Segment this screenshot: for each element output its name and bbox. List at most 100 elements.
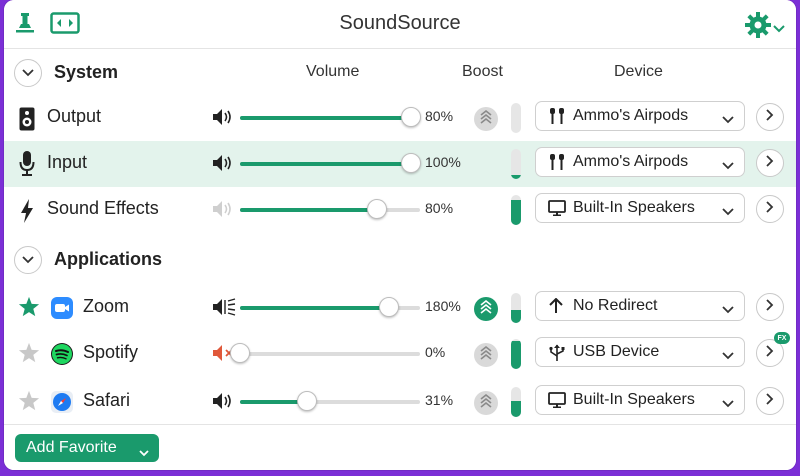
- gear-icon[interactable]: [744, 11, 772, 44]
- favorite-star-icon[interactable]: [18, 296, 40, 323]
- slider-knob[interactable]: [296, 391, 317, 411]
- system-row-input: Input 100% Ammo's Airpods: [4, 141, 796, 187]
- sound-effects-volume-slider[interactable]: [240, 199, 420, 219]
- add-favorite-button[interactable]: Add Favorite: [15, 434, 159, 462]
- app-row-spotify: Spotify 0% USB Device: [4, 331, 796, 377]
- output-more-button[interactable]: [756, 103, 784, 131]
- chevron-right-icon: [766, 154, 774, 172]
- airpods-icon: [548, 154, 566, 175]
- chevron-down-icon: [139, 444, 149, 462]
- volume-icon[interactable]: [211, 200, 235, 223]
- safari-level-meter: [511, 387, 521, 417]
- footer: Add Favorite: [4, 424, 796, 470]
- microphone-icon: [19, 151, 35, 182]
- sound-effects-device-select[interactable]: Built-In Speakers: [535, 193, 745, 223]
- device-column-header: Device: [614, 63, 663, 80]
- soundsource-window: SoundSource: [4, 0, 796, 470]
- slider-fill: [240, 116, 411, 120]
- chevron-down-icon: [722, 111, 734, 129]
- system-section-header: System Volume Boost Device: [4, 53, 796, 93]
- safari-more-button[interactable]: [756, 387, 784, 415]
- zoom-level-meter: [511, 293, 521, 323]
- slider-knob[interactable]: [379, 297, 400, 317]
- slider-fill: [240, 306, 390, 310]
- title-bar: SoundSource: [4, 0, 796, 49]
- slider-knob[interactable]: [401, 153, 421, 173]
- output-device-label: Ammo's Airpods: [573, 107, 689, 124]
- chevron-down-icon: [22, 64, 34, 82]
- slider-knob[interactable]: [401, 107, 421, 127]
- safari-boost-button[interactable]: [474, 391, 498, 415]
- pin-icon[interactable]: [15, 12, 35, 39]
- output-level-meter: [511, 103, 521, 133]
- volume-boosted-icon[interactable]: [211, 298, 237, 321]
- zoom-volume-slider[interactable]: [240, 297, 420, 317]
- boost-column-header: Boost: [462, 63, 503, 80]
- spotify-device-select[interactable]: USB Device: [535, 337, 745, 367]
- output-label: Output: [47, 106, 102, 126]
- chevron-down-icon[interactable]: [773, 20, 785, 38]
- slider-fill: [240, 208, 377, 212]
- boost-chevrons-icon: [480, 393, 492, 413]
- app-title: SoundSource: [339, 12, 461, 34]
- slider-knob[interactable]: [366, 199, 387, 219]
- system-row-sound-effects: Sound Effects 80% Built-In Speakers: [4, 187, 796, 233]
- chevron-down-icon: [722, 301, 734, 319]
- window-mode-icon[interactable]: [50, 12, 80, 39]
- zoom-device-select[interactable]: No Redirect: [535, 291, 745, 321]
- spotify-level-meter: [511, 339, 521, 369]
- meter-fill: [511, 309, 521, 323]
- safari-volume-percent: 31%: [425, 392, 454, 408]
- zoom-boost-button[interactable]: [474, 297, 498, 321]
- spotify-label: Spotify: [83, 342, 139, 362]
- slider-fill: [240, 400, 307, 404]
- input-volume-slider[interactable]: [240, 153, 421, 173]
- safari-device-label: Built-In Speakers: [573, 391, 695, 408]
- favorite-star-icon[interactable]: [18, 390, 40, 417]
- safari-volume-slider[interactable]: [240, 391, 420, 411]
- system-collapse-button[interactable]: [14, 59, 42, 87]
- input-more-button[interactable]: [756, 149, 784, 177]
- airpods-icon: [548, 108, 566, 129]
- boost-chevrons-icon: [480, 299, 492, 319]
- input-device-select[interactable]: Ammo's Airpods: [535, 147, 745, 177]
- fx-badge: FX: [774, 332, 790, 344]
- spotify-volume-slider[interactable]: [230, 343, 420, 363]
- sound-effects-volume-percent: 80%: [425, 200, 454, 216]
- sound-effects-more-button[interactable]: [756, 195, 784, 223]
- chevron-down-icon: [722, 203, 734, 221]
- chevron-right-icon: [766, 108, 774, 126]
- slider-knob[interactable]: [230, 343, 250, 363]
- applications-collapse-button[interactable]: [14, 246, 42, 274]
- favorite-star-icon[interactable]: [18, 342, 40, 369]
- output-boost-button[interactable]: [474, 107, 498, 131]
- meter-fill: [511, 174, 521, 179]
- meter-fill: [511, 400, 521, 417]
- chevron-right-icon: [766, 344, 774, 362]
- boost-chevrons-icon: [480, 109, 492, 129]
- spotify-boost-button[interactable]: [474, 343, 498, 367]
- chevron-right-icon: [766, 298, 774, 316]
- volume-icon[interactable]: [211, 108, 235, 131]
- output-volume-slider[interactable]: [240, 107, 421, 127]
- output-device-select[interactable]: Ammo's Airpods: [535, 101, 745, 131]
- input-level-meter: [511, 149, 521, 179]
- safari-icon: [51, 391, 73, 413]
- system-section-label: System: [54, 62, 119, 82]
- volume-icon[interactable]: [211, 154, 235, 177]
- safari-label: Safari: [83, 390, 131, 410]
- volume-icon[interactable]: [211, 392, 235, 415]
- meter-fill: [511, 199, 521, 225]
- chevron-down-icon: [722, 395, 734, 413]
- zoom-volume-percent: 180%: [425, 298, 461, 314]
- safari-device-select[interactable]: Built-In Speakers: [535, 385, 745, 415]
- sound-effects-level-meter: [511, 195, 521, 225]
- sound-effects-label: Sound Effects: [47, 198, 159, 218]
- zoom-more-button[interactable]: [756, 293, 784, 321]
- input-volume-percent: 100%: [425, 154, 461, 170]
- boost-chevrons-icon: [480, 345, 492, 365]
- speaker-icon: [19, 107, 35, 136]
- bolt-icon: [20, 199, 34, 228]
- output-volume-percent: 80%: [425, 108, 454, 124]
- slider-fill: [240, 162, 411, 166]
